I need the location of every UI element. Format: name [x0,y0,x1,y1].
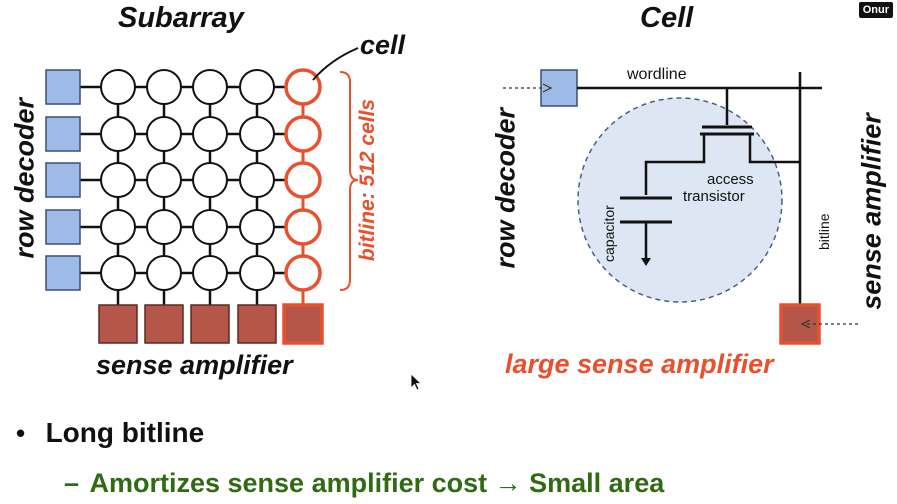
sense-amp-box [98,304,138,344]
wordline-label: wordline [626,66,687,83]
access-transistor-label-2: transistor [683,188,745,205]
access-transistor-label-1: access [707,171,754,188]
subarray-title: Subarray [118,2,244,34]
subarray-row-decoders [45,69,81,291]
bitline-brace [339,71,359,291]
row-decoder-box [45,162,81,198]
presenter-badge: Onur [858,2,893,18]
capacitor-label: capacitor [601,205,617,262]
subarray-cells [100,69,275,291]
mouse-cursor-icon [410,373,423,391]
sense-amp-box [237,304,277,344]
cell-title: Cell [640,2,694,34]
bullet-sub-text: Amortizes sense amplifier cost → Small a… [89,468,665,498]
bullet-main-text: Long bitline [45,417,205,448]
cell-pointer [312,47,359,81]
bullet-main: • Long bitline [16,417,204,449]
highlight-sense-amp-box [282,303,324,345]
bullet-sub-dash: – [64,468,80,498]
row-decoder-box [45,69,81,105]
sense-amp-box [190,304,230,344]
cell-row-decoder-box [540,69,578,107]
row-decoder-box [45,255,81,291]
row-decoder-box [45,116,81,152]
cell-callout-label: cell [360,30,406,60]
row-decoder-box [45,209,81,245]
subarray-sense-amplifier-label: sense amplifier [96,350,293,380]
subarray-highlight-cells [284,68,322,292]
sense-amp-box [144,304,184,344]
subarray-sense-amplifiers [98,304,277,344]
large-sense-amplifier-label: large sense amplifier [505,349,774,379]
bullet-dot: • [16,418,26,448]
bullet-sub: – Amortizes sense amplifier cost → Small… [64,468,664,499]
cell-circle [577,97,783,303]
cell-bitline-label: bitline [816,213,832,250]
